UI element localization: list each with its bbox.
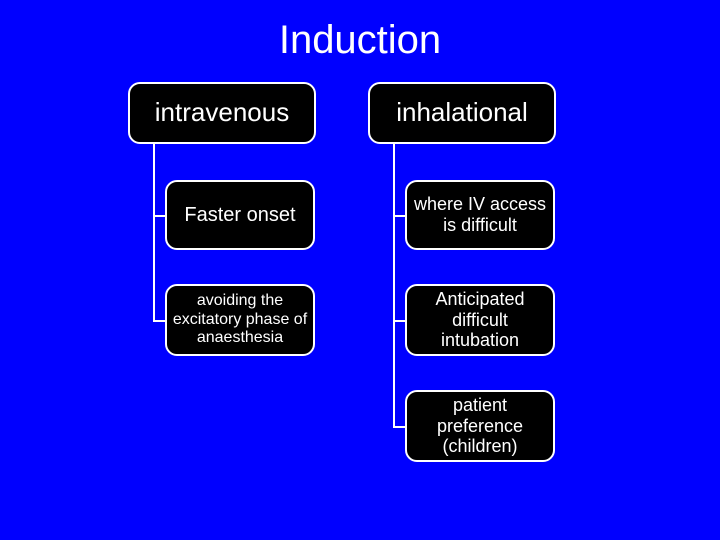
connector [153, 320, 165, 322]
page-title: Induction [0, 18, 720, 63]
connector [153, 144, 155, 321]
tree-child: avoiding the excitatory phase of anaesth… [165, 284, 315, 356]
connector [393, 144, 395, 427]
connector [153, 215, 165, 217]
tree-child: Anticipated difficult intubation [405, 284, 555, 356]
connector [393, 320, 405, 322]
connector [393, 426, 405, 428]
tree-header: inhalational [368, 82, 556, 144]
tree-child: Faster onset [165, 180, 315, 250]
tree-child: where IV access is difficult [405, 180, 555, 250]
tree-header: intravenous [128, 82, 316, 144]
connector [393, 215, 405, 217]
tree-child: patient preference (children) [405, 390, 555, 462]
